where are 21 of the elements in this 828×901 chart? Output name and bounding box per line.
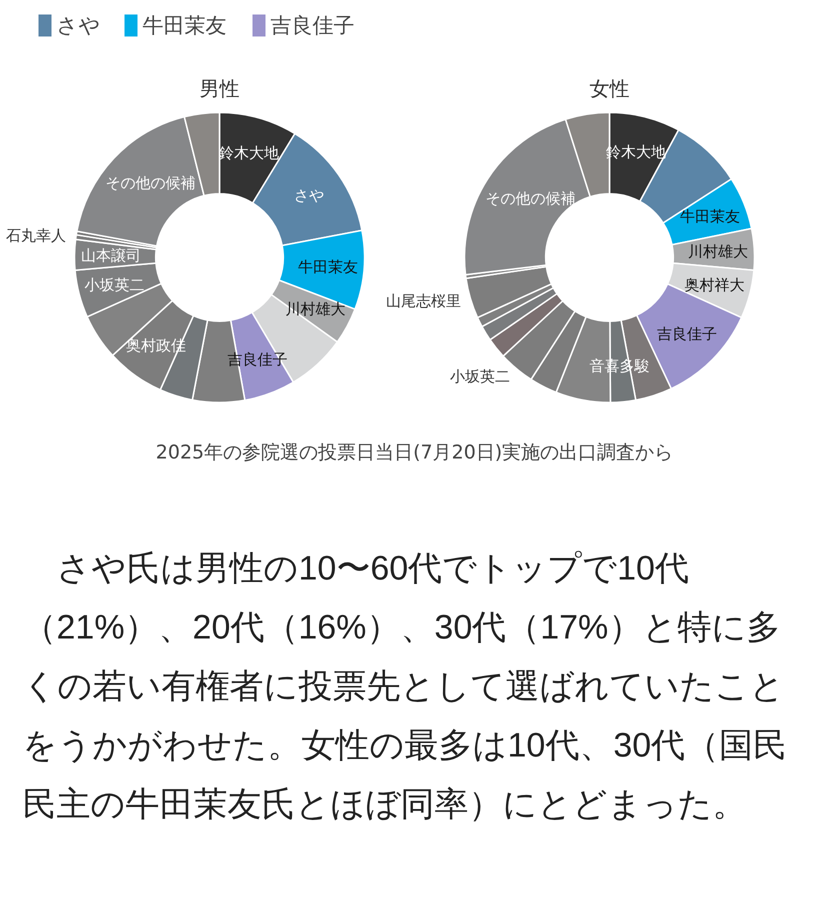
slice-label: 川村雄大 [285, 300, 346, 318]
text: さや氏は男性の10〜60代でトップで10代（21%）、20代（16%）、30代（17%）と特に多くの若い有権者に投票先として選ばれていたことをうかがわせた。女性の最多は10代、30代（国民民主の牛田茉友氏とほぼ同率）にとどまった。 [22, 550, 788, 824]
slice-label: 川村雄大 [688, 242, 748, 260]
legend-label: 牛田茉友 [142, 14, 226, 38]
legend-label: 吉良佳子 [270, 14, 354, 38]
slice-label: その他の候補 [485, 190, 576, 208]
slice-label: 石丸幸人 [6, 226, 66, 245]
slice-label: その他の候補 [105, 174, 196, 192]
legend-label: さや [56, 14, 100, 38]
slice-label: 小坂英二 [450, 367, 510, 386]
slice-label: 奥村祥大 [684, 276, 745, 294]
slice-label: 小坂英二 [84, 276, 144, 294]
slice-label: 山本譲司 [80, 246, 141, 264]
slice-label: 山尾志桜里 [386, 292, 461, 310]
slice-label: 牛田茉友 [298, 258, 358, 276]
chart-title: 女性 [590, 76, 630, 100]
slice-label: 吉良佳子 [656, 324, 717, 343]
text: 2025年の参院選の投票日当日(7月20日)実施の出口調査から [156, 442, 674, 464]
slice-label: 牛田茉友 [680, 208, 740, 226]
text: 男性 [200, 76, 240, 100]
slice-label: さや [294, 186, 324, 205]
